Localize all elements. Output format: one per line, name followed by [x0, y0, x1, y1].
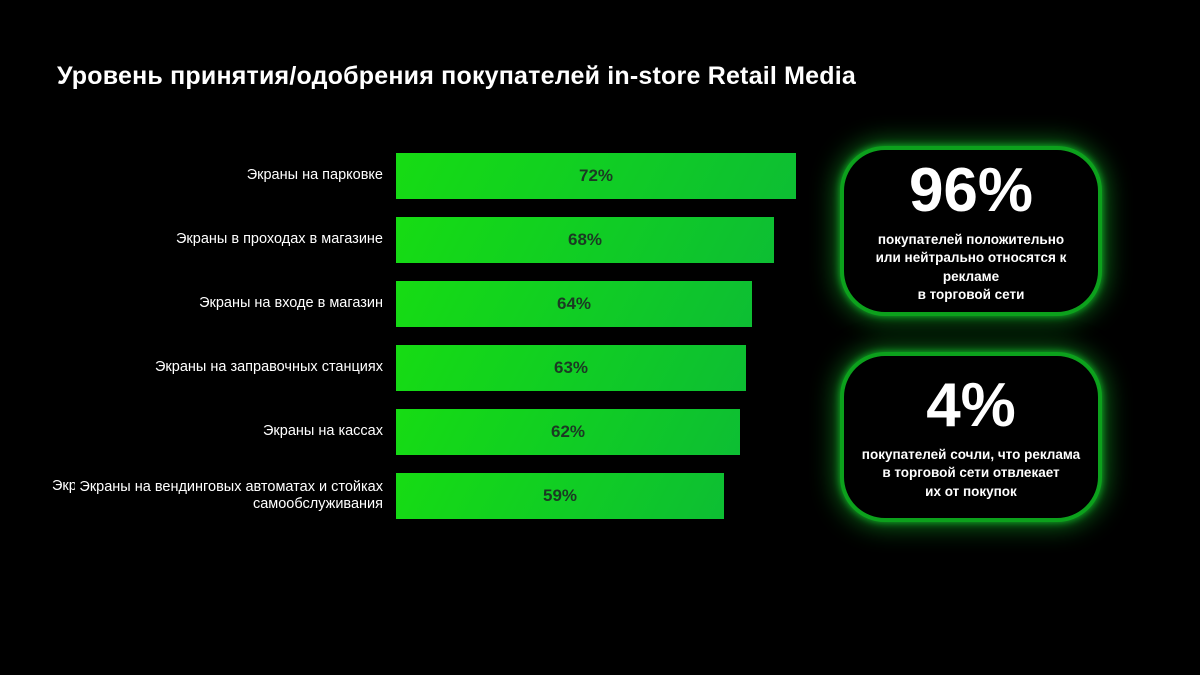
- chart-row: Экраны на входе в магазин 64%: [0, 281, 840, 327]
- bar: 72%: [396, 153, 796, 199]
- bar-value: 72%: [578, 166, 614, 185]
- bar-label: Экраны на кассах: [263, 423, 383, 440]
- bar: 68%: [396, 217, 774, 263]
- stat-value: 4%: [926, 371, 1016, 441]
- stat-card-positive: 96% покупателей положительно или нейтрал…: [840, 146, 1102, 316]
- bar-label: Экраны на заправочных станциях: [155, 359, 383, 376]
- bar-label: Экраны в проходах в магазине: [176, 231, 383, 248]
- stat-description: покупателей положительно или нейтрально …: [875, 232, 1067, 302]
- bar: 59%: [396, 473, 724, 519]
- chart-row: Экраны на заправочных станциях 63%: [0, 345, 840, 391]
- bar-chart: Экраны на парковке 72% Экраны в проходах…: [0, 153, 840, 537]
- bar-value: 63%: [553, 358, 589, 377]
- bar-label: Экраны на парковке: [246, 167, 383, 184]
- stat-card-negative: 4% покупателей сочли, что реклама в торг…: [840, 352, 1102, 522]
- stat-description: покупателей сочли, что реклама в торгово…: [861, 447, 1081, 499]
- bar: 64%: [396, 281, 752, 327]
- bar: 62%: [396, 409, 740, 455]
- bar-label: Экраны на входе в магазин: [199, 295, 383, 312]
- bar-value: 62%: [550, 422, 586, 441]
- page-title: Уровень принятия/одобрения покупателей i…: [57, 62, 856, 90]
- bar-value: 59%: [542, 486, 578, 505]
- bar: 63%: [396, 345, 746, 391]
- chart-row: Экраны на кассах 62%: [0, 409, 840, 455]
- clipped-label-fragment: Экраны: [52, 478, 75, 494]
- chart-row: Экраны в проходах в магазине 68%: [0, 217, 840, 263]
- bar-label: Экраны на вендинговых автоматах и стойка…: [79, 478, 383, 512]
- chart-row: Экраны на вендинговых автоматах и стойка…: [0, 473, 840, 519]
- chart-row: Экраны на парковке 72%: [0, 153, 840, 199]
- bar-value: 68%: [567, 230, 603, 249]
- stat-value: 96%: [908, 156, 1034, 226]
- bar-value: 64%: [556, 294, 592, 313]
